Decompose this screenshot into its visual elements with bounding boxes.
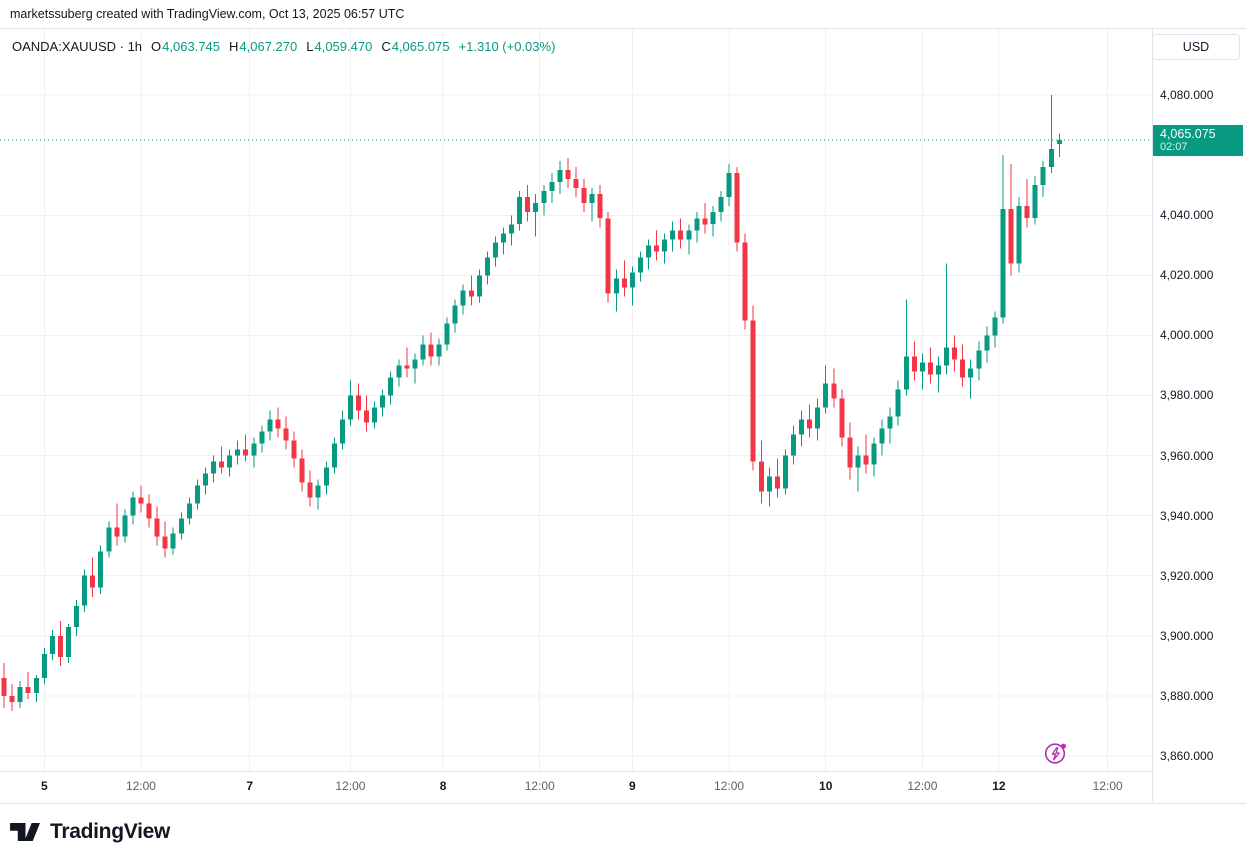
price-axis-label: 4,080.000 <box>1160 88 1214 103</box>
open-value: O 4,063.745 <box>151 39 221 54</box>
price-axis-label: 3,940.000 <box>1160 508 1214 523</box>
candlestick-chart[interactable] <box>0 29 1152 771</box>
time-axis-label: 8 <box>439 779 447 793</box>
price-axis-label: 4,040.000 <box>1160 208 1214 223</box>
time-axis[interactable]: 5 12:00 7 12:00 8 12:00 9 12:00 10 12:00 12 12:00 <box>0 771 1246 803</box>
time-axis-label: 12:00 <box>524 779 555 793</box>
chart-widget: OANDA:XAUUSD · 1h O 4,063.745 H 4,067.270 … <box>0 28 1246 804</box>
time-axis-label: 9 <box>629 779 636 793</box>
price-axis-label: 4,000.000 <box>1160 328 1214 343</box>
last-price-value: 4,065.075 <box>1160 126 1216 141</box>
time-axis-label: 12:00 <box>125 779 156 793</box>
price-axis-label: 3,900.000 <box>1160 628 1214 643</box>
tradingview-logo-icon <box>10 823 41 841</box>
currency-toggle-button[interactable]: USD <box>1152 34 1240 60</box>
time-axis-label: 10 <box>819 779 833 793</box>
tradingview-branding[interactable]: TradingView <box>0 804 1246 844</box>
symbol-title: OANDA:XAUUSD · 1h <box>12 39 143 54</box>
time-axis-label: 12:00 <box>907 779 938 793</box>
price-axis-label: 4,020.000 <box>1160 268 1214 283</box>
last-price-badge: 4,065.075 02:07 <box>1153 124 1243 156</box>
price-axis-label: 3,860.000 <box>1160 748 1214 763</box>
time-axis-label: 5 <box>40 779 48 793</box>
time-axis-label: 7 <box>246 779 254 793</box>
bar-countdown: 02:07 <box>1160 140 1188 153</box>
time-axis-label: 12:00 <box>1092 779 1123 793</box>
tradingview-logo-text: TradingView <box>50 820 171 843</box>
symbol-legend[interactable]: OANDA:XAUUSD · 1h O 4,063.745 H 4,067.270 … <box>12 39 555 54</box>
flash-ideas-icon[interactable] <box>1043 740 1069 766</box>
currency-label: USD <box>1182 40 1210 54</box>
price-axis-label: 3,920.000 <box>1160 568 1214 583</box>
change-value: +1.310 (+0.03%) <box>458 39 556 54</box>
time-axis-label: 12:00 <box>714 779 745 793</box>
low-value: L 4,059.470 <box>306 39 373 54</box>
time-axis-label: 12 <box>992 779 1006 793</box>
price-axis-label: 3,880.000 <box>1160 688 1214 703</box>
time-axis-label: 12:00 <box>335 779 366 793</box>
attribution-text: marketssuberg created with TradingView.c… <box>10 7 405 21</box>
price-axis-label: 3,980.000 <box>1160 388 1214 403</box>
high-value: H 4,067.270 <box>229 39 298 54</box>
price-axis[interactable]: 4,080.000 4,040.000 4,020.000 4,000.000 3,98… <box>1152 29 1246 802</box>
close-value: C 4,065.075 <box>381 39 450 54</box>
price-axis-label: 3,960.000 <box>1160 448 1214 463</box>
